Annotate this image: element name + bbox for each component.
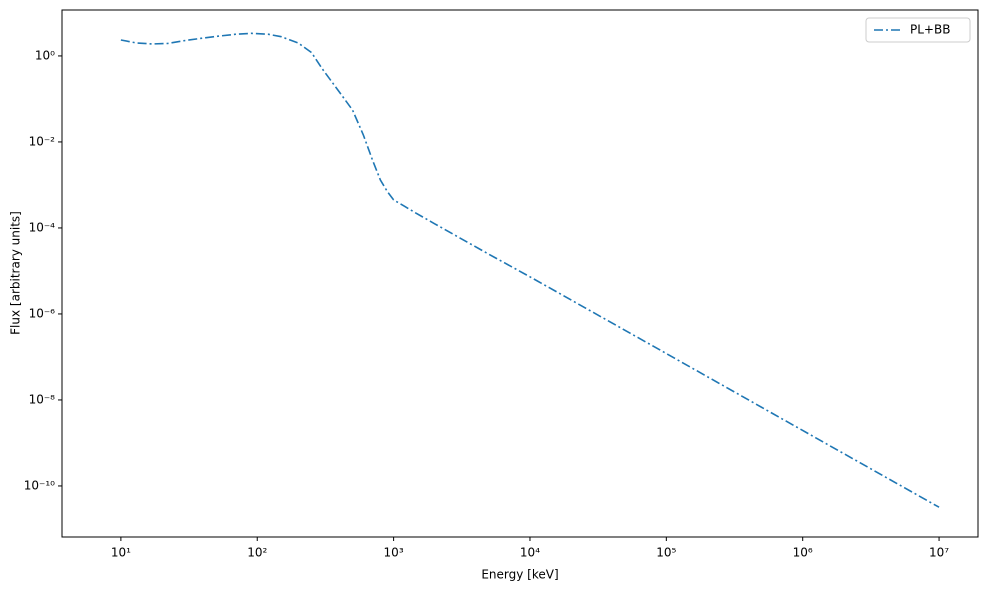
legend-box <box>865 17 971 43</box>
x-axis-label: Energy [keV] <box>481 568 558 582</box>
y-axis-label: Flux [arbitrary units] <box>9 211 23 335</box>
y-tick-label: 10⁻⁸ <box>29 392 56 406</box>
y-tick-label: 10⁻⁶ <box>29 306 56 320</box>
x-tick-label: 10¹ <box>111 546 131 560</box>
y-tick-label: 10⁰ <box>35 48 55 62</box>
x-tick-label: 10³ <box>384 546 404 560</box>
y-tick-label: 10⁻¹⁰ <box>24 478 55 492</box>
x-tick-label: 10² <box>247 546 267 560</box>
x-tick-label: 10⁴ <box>520 546 540 560</box>
x-tick-label: 10⁵ <box>656 546 676 560</box>
plot-frame <box>61 9 979 538</box>
x-tick-label: 10⁷ <box>929 546 949 560</box>
legend-label: PL+BB <box>910 23 950 37</box>
x-tick-label: 10⁶ <box>793 546 813 560</box>
y-tick-label: 10⁻⁴ <box>29 220 56 234</box>
y-tick-label: 10⁻² <box>29 134 56 148</box>
data-line <box>120 32 940 508</box>
